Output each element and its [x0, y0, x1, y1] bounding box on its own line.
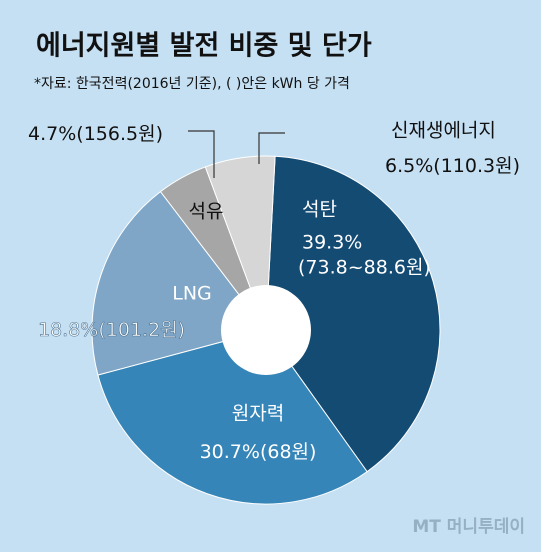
- value-price-label: 4.7%(156.5원): [28, 123, 163, 145]
- price-label: (68원): [260, 441, 316, 463]
- value-label: 39.3%: [302, 232, 362, 254]
- price-label: (101.2원): [98, 319, 185, 341]
- leader-line: [188, 130, 215, 178]
- value-label: 18.8%: [38, 319, 98, 341]
- chart-title: 에너지원별 발전 비중 및 단가: [36, 31, 372, 62]
- source-logo: MT 머니투데이: [412, 517, 525, 537]
- price-label: (73.8~88.6원): [298, 257, 431, 279]
- chart-subtitle: *자료: 한국전력(2016년 기준), ( )안은 kWh 당 가격: [34, 76, 350, 92]
- category-label: 석탄: [302, 199, 337, 221]
- category-label: 신재생에너지: [391, 120, 496, 142]
- price-label: (156.5원): [76, 123, 163, 145]
- value-price-label: 6.5%(110.3원): [385, 155, 520, 177]
- value-label: 4.7%: [28, 123, 76, 145]
- labels: 석탄 39.3% (73.8~88.6원) 원자력 30.7%(68원) LNG 18.8%…: [28, 120, 520, 463]
- slice: [265, 155, 441, 473]
- slice: [97, 329, 368, 505]
- value-price-label: 18.8%(101.2원): [38, 319, 185, 341]
- value-label: 30.7%: [200, 441, 260, 463]
- category-label: 석유: [189, 201, 224, 223]
- price-label: (110.3원): [433, 155, 520, 177]
- value-price-label: 30.7%(68원): [200, 441, 317, 463]
- leader-line: [258, 132, 285, 164]
- category-label: 원자력: [232, 403, 284, 425]
- value-label: 6.5%: [385, 155, 433, 177]
- donut-hole: [221, 285, 311, 375]
- category-label: LNG: [172, 283, 212, 305]
